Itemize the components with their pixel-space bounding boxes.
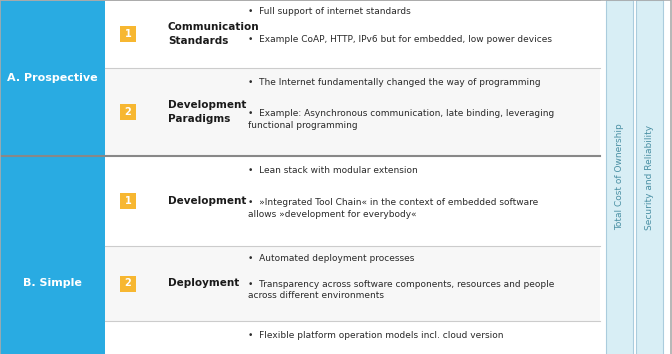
Bar bbox=[636, 0, 663, 354]
Text: 1: 1 bbox=[124, 196, 131, 206]
Text: •  Full support of internet standards: • Full support of internet standards bbox=[248, 6, 411, 16]
Text: Security and Reliability: Security and Reliability bbox=[645, 125, 654, 229]
Bar bbox=[120, 104, 136, 120]
Bar bbox=[120, 26, 136, 42]
Text: •  Example: Asynchronous communication, late binding, leveraging
functional prog: • Example: Asynchronous communication, l… bbox=[248, 109, 554, 130]
Bar bbox=[120, 275, 136, 291]
Text: Development: Development bbox=[168, 196, 247, 206]
Text: •  Example CoAP, HTTP, IPv6 but for embedded, low power devices: • Example CoAP, HTTP, IPv6 but for embed… bbox=[248, 35, 552, 44]
Text: 1: 1 bbox=[124, 29, 131, 39]
Bar bbox=[606, 0, 633, 354]
Bar bbox=[105, 321, 600, 354]
Bar bbox=[120, 193, 136, 209]
Text: Deployment: Deployment bbox=[168, 279, 239, 289]
Text: Communication
Standards: Communication Standards bbox=[168, 22, 259, 46]
Text: •  Automated deployment processes: • Automated deployment processes bbox=[248, 254, 415, 263]
Text: •  »Integrated Tool Chain« in the context of embedded software
allows »developme: • »Integrated Tool Chain« in the context… bbox=[248, 198, 538, 219]
Text: A. Prospective: A. Prospective bbox=[7, 73, 98, 83]
Bar bbox=[0, 156, 105, 354]
Bar bbox=[105, 156, 600, 246]
Text: 2: 2 bbox=[124, 107, 131, 117]
Text: •  Flexible platform operation models incl. cloud version: • Flexible platform operation models inc… bbox=[248, 331, 503, 340]
Text: Development
Paradigms: Development Paradigms bbox=[168, 101, 247, 124]
Bar bbox=[105, 246, 600, 321]
Bar bbox=[105, 68, 600, 156]
Bar bbox=[0, 0, 105, 156]
Text: 2: 2 bbox=[124, 279, 131, 289]
Text: B. Simple: B. Simple bbox=[23, 279, 82, 289]
Text: •  Transparency across software components, resources and people
across differen: • Transparency across software component… bbox=[248, 280, 554, 300]
Text: •  Lean stack with modular extension: • Lean stack with modular extension bbox=[248, 166, 418, 175]
Bar bbox=[105, 0, 600, 354]
Text: •  The Internet fundamentally changed the way of programming: • The Internet fundamentally changed the… bbox=[248, 78, 541, 87]
Text: Total Cost of Ownership: Total Cost of Ownership bbox=[615, 124, 624, 230]
Bar bbox=[105, 0, 600, 68]
